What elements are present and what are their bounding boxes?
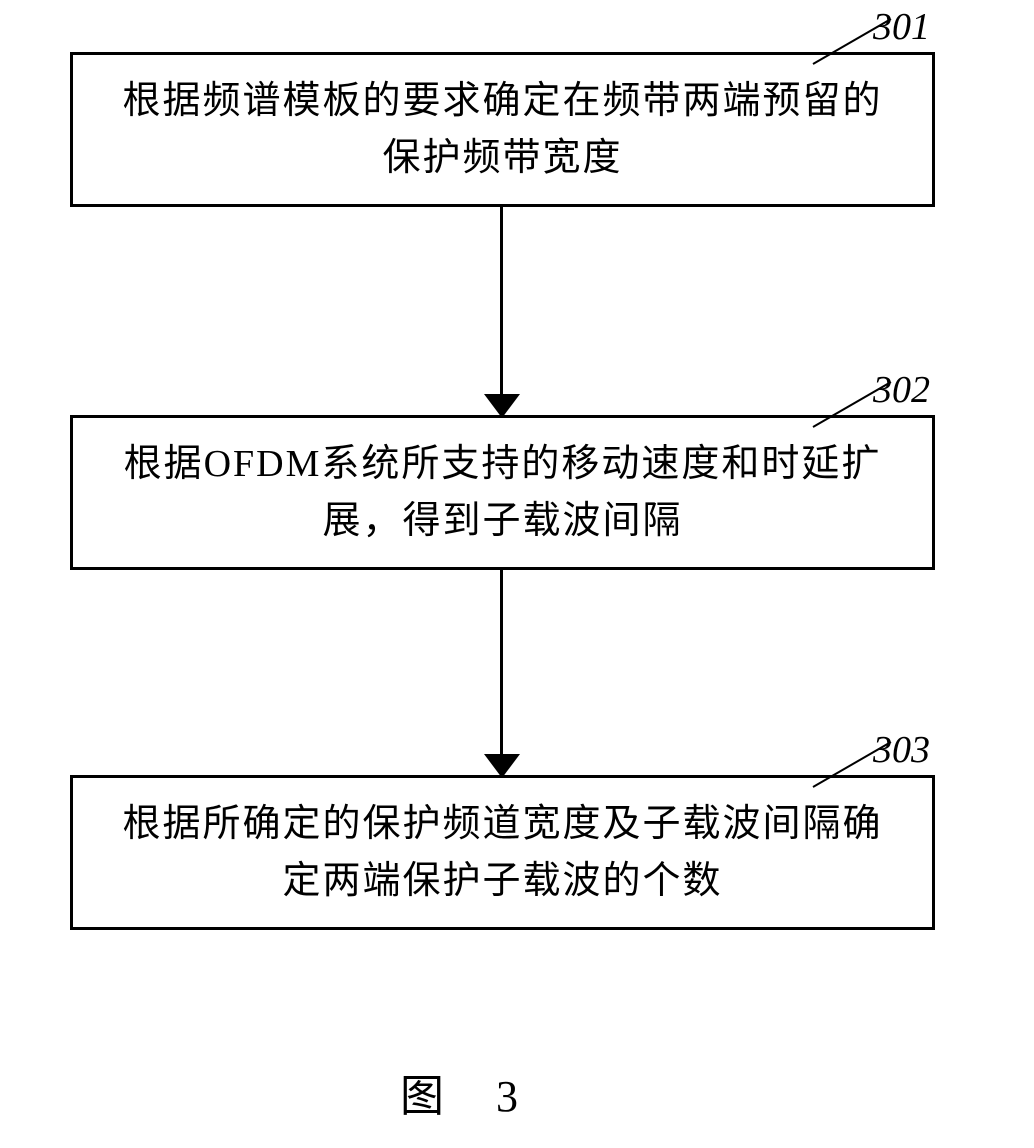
- figure-caption: 图 3: [400, 1060, 522, 1124]
- arrow-1-line: [500, 207, 503, 397]
- flow-box-3: 根据所确定的保护频道宽度及子载波间隔确 定两端保护子载波的个数 303: [70, 775, 935, 930]
- box3-line1: 根据所确定的保护频道宽度及子载波间隔确: [122, 796, 882, 853]
- box3-line2: 定两端保护子载波的个数: [282, 853, 722, 910]
- box2-line2: 展，得到子载波间隔: [322, 493, 682, 550]
- box2-label: 302: [873, 368, 930, 412]
- box2-line1: 根据OFDM系统所支持的移动速度和时延扩: [124, 436, 882, 493]
- box1-line1: 根据频谱模板的要求确定在频带两端预留的: [122, 73, 882, 130]
- flow-box-1: 根据频谱模板的要求确定在频带两端预留的 保护频带宽度 301: [70, 52, 935, 207]
- flow-box-2: 根据OFDM系统所支持的移动速度和时延扩 展，得到子载波间隔 302: [70, 415, 935, 570]
- box3-label: 303: [873, 728, 930, 772]
- box1-label: 301: [873, 5, 930, 49]
- arrow-2-line: [500, 570, 503, 758]
- box1-line2: 保护频带宽度: [382, 130, 622, 187]
